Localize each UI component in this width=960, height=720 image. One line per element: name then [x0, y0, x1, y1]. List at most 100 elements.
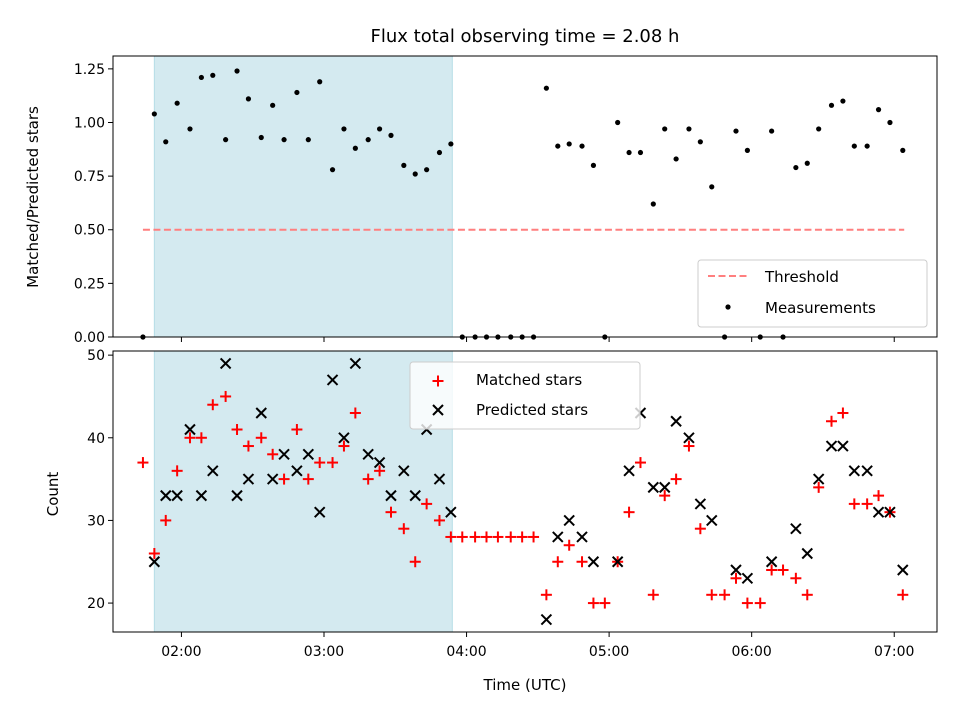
y-tick-label: 30 [87, 513, 105, 529]
data-point [790, 572, 802, 584]
data-point [401, 162, 407, 168]
x-b [825, 440, 838, 452]
x-b [398, 465, 410, 477]
x-b [409, 489, 421, 502]
data-point [697, 139, 703, 145]
data-point [481, 531, 493, 543]
x-b [148, 556, 161, 568]
data-point [163, 139, 169, 145]
data-point [326, 374, 339, 386]
x-b [812, 473, 825, 485]
y-tick-label: 0.00 [74, 330, 105, 346]
x-b [552, 531, 564, 543]
data-point [505, 531, 517, 543]
legend-measurements-swatch [725, 304, 731, 310]
data-point [563, 539, 575, 551]
data-point [198, 74, 204, 81]
data-point [421, 498, 433, 510]
data-point [793, 164, 799, 171]
data-point [398, 523, 410, 535]
x-tick-label: 05:00 [589, 644, 629, 660]
x-b [171, 489, 183, 502]
data-point [670, 473, 682, 485]
data-point [790, 522, 802, 535]
x-b [765, 556, 778, 568]
data-point [900, 147, 906, 153]
data-point [813, 481, 825, 493]
x-b [278, 448, 290, 461]
x-b [683, 432, 695, 444]
data-point [412, 171, 418, 177]
data-point [873, 490, 885, 502]
x-b [385, 489, 397, 502]
y-tick-label: 1.00 [74, 115, 105, 131]
x-b [231, 489, 243, 502]
data-point [469, 531, 481, 543]
data-point [432, 404, 444, 416]
x-b [872, 506, 885, 518]
data-point [174, 100, 180, 106]
data-point [281, 137, 287, 143]
x-axis-label: Time (UTC) [483, 676, 567, 694]
x-b [195, 489, 208, 502]
data-point [160, 489, 172, 502]
x-b [659, 481, 671, 494]
data-point [851, 143, 857, 149]
observing-window-shade-bottom [153, 350, 453, 633]
shade-rect [153, 350, 453, 633]
data-point [840, 98, 846, 104]
x-tick-label: 02:00 [161, 644, 201, 660]
x-b [848, 465, 861, 477]
ratio-legend: Threshold Measurements [697, 259, 928, 328]
data-point [706, 589, 718, 601]
data-point [148, 556, 161, 568]
data-point [327, 457, 339, 469]
data-point [552, 556, 564, 568]
data-point [207, 399, 219, 411]
data-point [741, 572, 754, 584]
data-point [376, 126, 383, 132]
data-point [744, 147, 750, 153]
data-point [576, 531, 588, 543]
data-point [195, 489, 208, 502]
data-point [861, 465, 873, 477]
data-point [424, 167, 430, 173]
data-point [373, 456, 386, 469]
x-b [219, 357, 232, 370]
data-point [626, 149, 632, 156]
x-tick-label: 07:00 [874, 644, 914, 660]
data-point [816, 126, 822, 132]
data-point [694, 523, 706, 535]
data-point [305, 137, 311, 143]
x-tick-label: 04:00 [446, 644, 486, 660]
data-point [590, 162, 597, 168]
x-b [587, 556, 600, 568]
x-b [445, 506, 457, 518]
data-point [302, 473, 314, 485]
x-b [433, 473, 446, 485]
data-point [151, 111, 157, 117]
ratio-y-axis-label: Matched/Predicted stars [24, 106, 42, 288]
x-b [338, 432, 350, 444]
data-point [897, 564, 909, 576]
ratio-x-ticks [180, 337, 895, 342]
shade-rect [153, 55, 453, 338]
data-point [719, 589, 731, 601]
data-point [659, 481, 671, 494]
y-tick-label: 0.25 [74, 276, 105, 292]
y-tick-label: 50 [87, 348, 105, 364]
data-point [329, 167, 336, 173]
data-point [255, 432, 267, 444]
data-point [278, 473, 290, 485]
y-tick-label: 0.75 [74, 169, 105, 185]
count-legend: Matched stars Predicted stars [409, 361, 641, 430]
ratio-y-ticks: 0.00 0.25 0.50 0.75 1.00 1.25 [74, 62, 113, 346]
ratio-panel: 0.00 0.25 0.50 0.75 1.00 1.25 Matched/Predict… [24, 55, 938, 346]
x-b [291, 465, 303, 477]
data-point [599, 597, 611, 609]
x-b [207, 465, 219, 477]
x-b [563, 514, 575, 527]
data-point [409, 489, 421, 502]
